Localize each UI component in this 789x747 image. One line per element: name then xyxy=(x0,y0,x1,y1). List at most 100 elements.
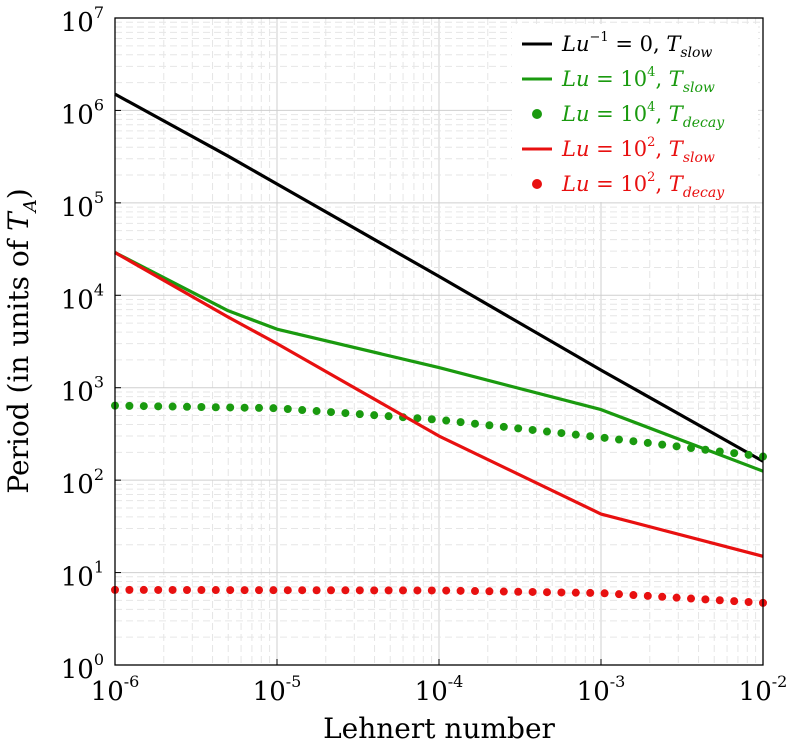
series-dot-2 xyxy=(615,435,623,444)
series-dot-2 xyxy=(240,403,249,412)
y-tick-exponent: 0 xyxy=(94,650,104,669)
series-dot-4 xyxy=(355,586,364,595)
series-dot-4 xyxy=(456,586,465,595)
series-dot-2 xyxy=(485,421,494,430)
legend-var: Lu xyxy=(561,32,589,56)
series-dot-4 xyxy=(125,585,134,594)
legend-var: Lu xyxy=(561,137,589,161)
y-tick-base: 10 xyxy=(61,563,94,593)
series-line-0 xyxy=(114,92,764,463)
y-tick-base: 10 xyxy=(61,285,94,315)
legend-subscript: slow xyxy=(683,150,715,166)
series-dot-4 xyxy=(327,586,335,595)
series-dot-2 xyxy=(183,402,191,411)
y-tick-base: 10 xyxy=(61,655,94,685)
legend-subscript: decay xyxy=(683,115,725,131)
legend-exp: 4 xyxy=(647,65,655,80)
legend-var: Lu xyxy=(561,102,589,126)
series-dot-2 xyxy=(197,403,206,412)
series-dot-4 xyxy=(154,585,163,594)
series-dot-4 xyxy=(255,586,263,595)
legend-symbol: T xyxy=(669,67,685,91)
series-dot-2 xyxy=(269,404,278,413)
legend-subscript: slow xyxy=(680,45,712,61)
legend-swatch-dot xyxy=(532,109,542,119)
series-dot-2 xyxy=(514,424,523,433)
series-dot-2 xyxy=(226,403,235,412)
y-tick-base: 10 xyxy=(61,470,94,500)
series-dot-4 xyxy=(269,586,278,595)
y-tick-base: 10 xyxy=(61,378,94,408)
series-dot-2 xyxy=(168,402,177,411)
x-tick-exponent: -2 xyxy=(772,672,788,691)
series-dot-4 xyxy=(298,586,307,595)
series-dot-2 xyxy=(125,401,134,410)
series-dot-2 xyxy=(586,432,595,441)
legend-symbol: T xyxy=(666,32,682,56)
y-tick-exponent: 1 xyxy=(94,558,104,577)
legend-eq: = 10 xyxy=(589,102,647,126)
series-dot-4 xyxy=(197,586,206,595)
series-dot-2 xyxy=(384,412,393,421)
series-dot-2 xyxy=(715,447,724,456)
series-dot-2 xyxy=(571,430,580,439)
series-dot-4 xyxy=(226,586,235,595)
legend-eq: = 0, xyxy=(609,32,667,56)
x-tick-exponent: -6 xyxy=(124,672,140,691)
x-tick-exponent: -4 xyxy=(448,672,464,691)
y-tick-label: 104 xyxy=(61,280,104,315)
legend-comma: , xyxy=(655,102,668,126)
series-dot-2 xyxy=(298,406,307,415)
series-dot-4 xyxy=(687,594,695,603)
x-tick-base: 10 xyxy=(253,677,286,707)
x-tick-label: 10-5 xyxy=(253,672,302,707)
series-dot-2 xyxy=(154,402,163,411)
series-dot-2 xyxy=(312,407,321,416)
legend-eq: = 10 xyxy=(589,67,647,91)
x-axis-ticks: 10-6 10-5 10-4 10-3 10-2 xyxy=(91,659,788,707)
series-dot-2 xyxy=(139,402,148,411)
legend-subscript: slow xyxy=(683,80,715,96)
series-dot-2 xyxy=(672,442,681,451)
legend-symbol: T xyxy=(669,102,685,126)
x-tick-base: 10 xyxy=(415,677,448,707)
legend-comma: , xyxy=(655,137,668,161)
legend-eq: = 10 xyxy=(589,172,647,196)
y-tick-exponent: 7 xyxy=(94,3,104,22)
legend-entry-label: Lu = 104, Tdecay xyxy=(561,100,725,131)
y-axis-title-close: ) xyxy=(2,188,35,199)
y-tick-base: 10 xyxy=(61,100,94,130)
y-axis-title-sub: A xyxy=(20,199,41,214)
y-tick-exponent: 5 xyxy=(94,188,104,207)
series-dot-2 xyxy=(658,440,667,449)
series-dot-2 xyxy=(499,422,508,431)
y-axis-title: Period (in units of TA) xyxy=(2,188,41,493)
y-tick-exponent: 2 xyxy=(94,465,104,484)
series-dot-2 xyxy=(471,419,479,428)
series-dot-4 xyxy=(557,588,566,597)
series-dot-4 xyxy=(543,588,551,597)
series-dot-4 xyxy=(730,597,739,606)
series-dot-2 xyxy=(413,414,422,423)
series-dot-2 xyxy=(456,418,465,427)
series-dot-4 xyxy=(629,591,638,600)
legend-exp: −1 xyxy=(589,30,608,45)
series-dot-4 xyxy=(571,588,580,597)
series-dot-4 xyxy=(600,589,609,598)
series-dot-4 xyxy=(341,586,350,595)
series-dot-2 xyxy=(283,404,292,413)
x-tick-label: 10-4 xyxy=(415,672,464,707)
y-tick-label: 107 xyxy=(61,3,104,38)
y-tick-label: 101 xyxy=(61,558,104,593)
series-dot-4 xyxy=(312,586,321,595)
series-dot-4 xyxy=(744,598,753,607)
series-dot-4 xyxy=(413,586,422,595)
x-tick-base: 10 xyxy=(739,677,772,707)
y-tick-base: 10 xyxy=(61,193,94,223)
y-tick-exponent: 4 xyxy=(94,280,104,299)
series-dot-4 xyxy=(370,586,379,595)
x-tick-label: 10-3 xyxy=(577,672,626,707)
series-dot-2 xyxy=(557,429,566,438)
